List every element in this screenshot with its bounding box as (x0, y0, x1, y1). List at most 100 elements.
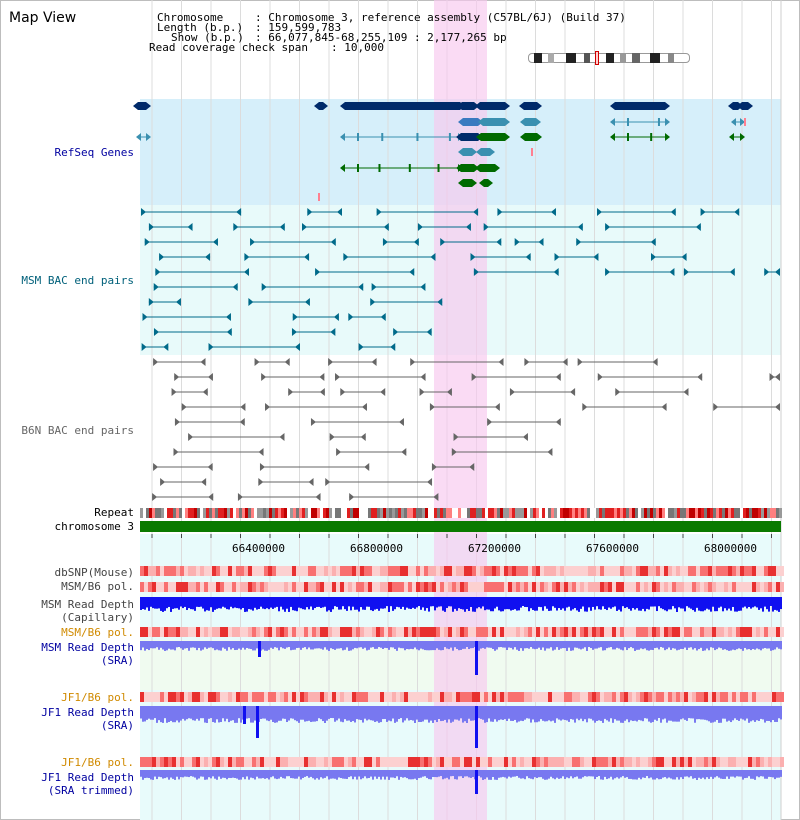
read-depth-bar (146, 770, 148, 778)
polymorphism-heat-cell (772, 582, 776, 592)
polymorphism-heat-cell (676, 627, 680, 637)
polymorphism-heat-cell (444, 582, 448, 592)
read-depth-bar (218, 706, 220, 723)
polymorphism-heat-cell (324, 692, 328, 702)
read-depth-bar (514, 641, 516, 648)
read-depth-bar (704, 641, 706, 651)
read-depth-bar (330, 770, 332, 779)
b6n-bac-end-pairs-label[interactable]: B6N BAC end pairs (21, 424, 134, 437)
read-depth-bar (716, 706, 718, 721)
polymorphism-heat-cell (424, 582, 428, 592)
read-depth-bar (308, 706, 310, 721)
read-depth-bar (512, 597, 514, 610)
read-depth-bar (618, 641, 620, 649)
msm-bac-end-pairs-label[interactable]: MSM BAC end pairs (21, 274, 134, 287)
polymorphism-heat-cell (480, 566, 484, 576)
read-depth-bar (396, 597, 398, 607)
read-depth-spike (475, 706, 478, 748)
polymorphism-heat-cell (272, 692, 276, 702)
polymorphism-heat-cell (500, 757, 504, 767)
repeat-block (593, 508, 596, 518)
read-depth-bar (638, 770, 640, 778)
polymorphism-heat-cell (480, 582, 484, 592)
read-depth-bar (458, 641, 460, 651)
msm-b6-pol-label-2[interactable]: MSM/B6 pol. (61, 626, 134, 639)
bac-end-marker (419, 388, 425, 396)
read-depth-bar (688, 597, 690, 608)
gene-strand-arrow (340, 133, 345, 141)
read-depth-bar (560, 770, 562, 779)
polymorphism-heat-cell (440, 582, 444, 592)
repeat-block (485, 508, 488, 518)
msm-read-depth-sra-label-1[interactable]: MSM Read Depth (41, 641, 134, 654)
refseq-genes-label[interactable]: RefSeq Genes (54, 146, 134, 159)
polymorphism-heat-cell (740, 692, 744, 702)
polymorphism-heat-cell (668, 757, 672, 767)
gene-strand-arrow (520, 118, 525, 126)
repeat-block (287, 508, 290, 518)
repeat-block (170, 508, 173, 518)
bac-end-marker (208, 493, 214, 501)
msm-read-depth-capillary-label-1[interactable]: MSM Read Depth (41, 598, 134, 611)
polymorphism-heat-cell (748, 627, 752, 637)
polymorphism-heat-cell (516, 582, 520, 592)
polymorphism-heat-cell (708, 582, 712, 592)
read-depth-bar (574, 706, 576, 723)
read-depth-bar (434, 770, 436, 778)
read-depth-bar (502, 706, 504, 720)
read-depth-bar (696, 770, 698, 780)
polymorphism-heat-cell (212, 627, 216, 637)
chromosome-ideogram[interactable] (528, 51, 690, 65)
read-depth-bar (636, 770, 638, 780)
repeat-block (755, 508, 758, 518)
read-depth-bar (438, 706, 440, 719)
gene-exon (627, 102, 629, 110)
read-depth-bar (684, 706, 686, 720)
polymorphism-heat-cell (296, 757, 300, 767)
jf1-read-depth-sra-label-1[interactable]: JF1 Read Depth (41, 706, 134, 719)
read-depth-bar (640, 597, 642, 611)
chromosome-bar (140, 521, 781, 532)
polymorphism-heat-cell (464, 692, 468, 702)
read-depth-bar (356, 641, 358, 649)
read-depth-bar (730, 770, 732, 777)
read-depth-bar (482, 770, 484, 780)
gene-exon (416, 102, 419, 110)
jf1-read-depth-trimmed-label-1[interactable]: JF1 Read Depth (41, 771, 134, 784)
read-depth-bar (336, 706, 338, 721)
read-depth-bar (354, 641, 356, 648)
read-depth-bar (484, 706, 486, 723)
bac-end-marker (205, 253, 211, 261)
dbsnp-label[interactable]: dbSNP(Mouse) (54, 566, 134, 579)
repeat-block (599, 508, 602, 518)
polymorphism-heat-cell (564, 692, 568, 702)
read-depth-bar (564, 641, 566, 649)
polymorphism-heat-cell (716, 692, 720, 702)
polymorphism-heat-cell (244, 566, 248, 576)
msm-b6-pol-label-1[interactable]: MSM/B6 pol. (61, 580, 134, 593)
read-depth-bar (482, 597, 484, 607)
bac-end-marker (487, 418, 493, 426)
jf1-b6-pol-label-2[interactable]: JF1/B6 pol. (61, 756, 134, 769)
polymorphism-heat-cell (392, 757, 396, 767)
read-depth-bar (660, 706, 662, 723)
repeat-block (233, 508, 236, 518)
read-depth-bar (456, 770, 458, 780)
repeat-block (440, 508, 443, 518)
polymorphism-heat-cell (460, 692, 464, 702)
polymorphism-heat-cell (224, 582, 228, 592)
polymorphism-heat-cell (712, 692, 716, 702)
read-depth-bar (232, 770, 234, 778)
polymorphism-heat-cell (756, 582, 760, 592)
polymorphism-heat-cell (748, 692, 752, 702)
repeat-block (161, 508, 164, 518)
read-depth-bar (726, 706, 728, 722)
jf1-b6-pol-label-1[interactable]: JF1/B6 pol. (61, 691, 134, 704)
read-depth-bar (528, 706, 530, 719)
polymorphism-heat-cell (544, 582, 548, 592)
read-depth-bar (566, 641, 568, 651)
read-depth-bar (388, 641, 390, 650)
polymorphism-heat-cell (672, 757, 676, 767)
polymorphism-heat-cell (292, 582, 296, 592)
read-depth-bar (216, 597, 218, 609)
